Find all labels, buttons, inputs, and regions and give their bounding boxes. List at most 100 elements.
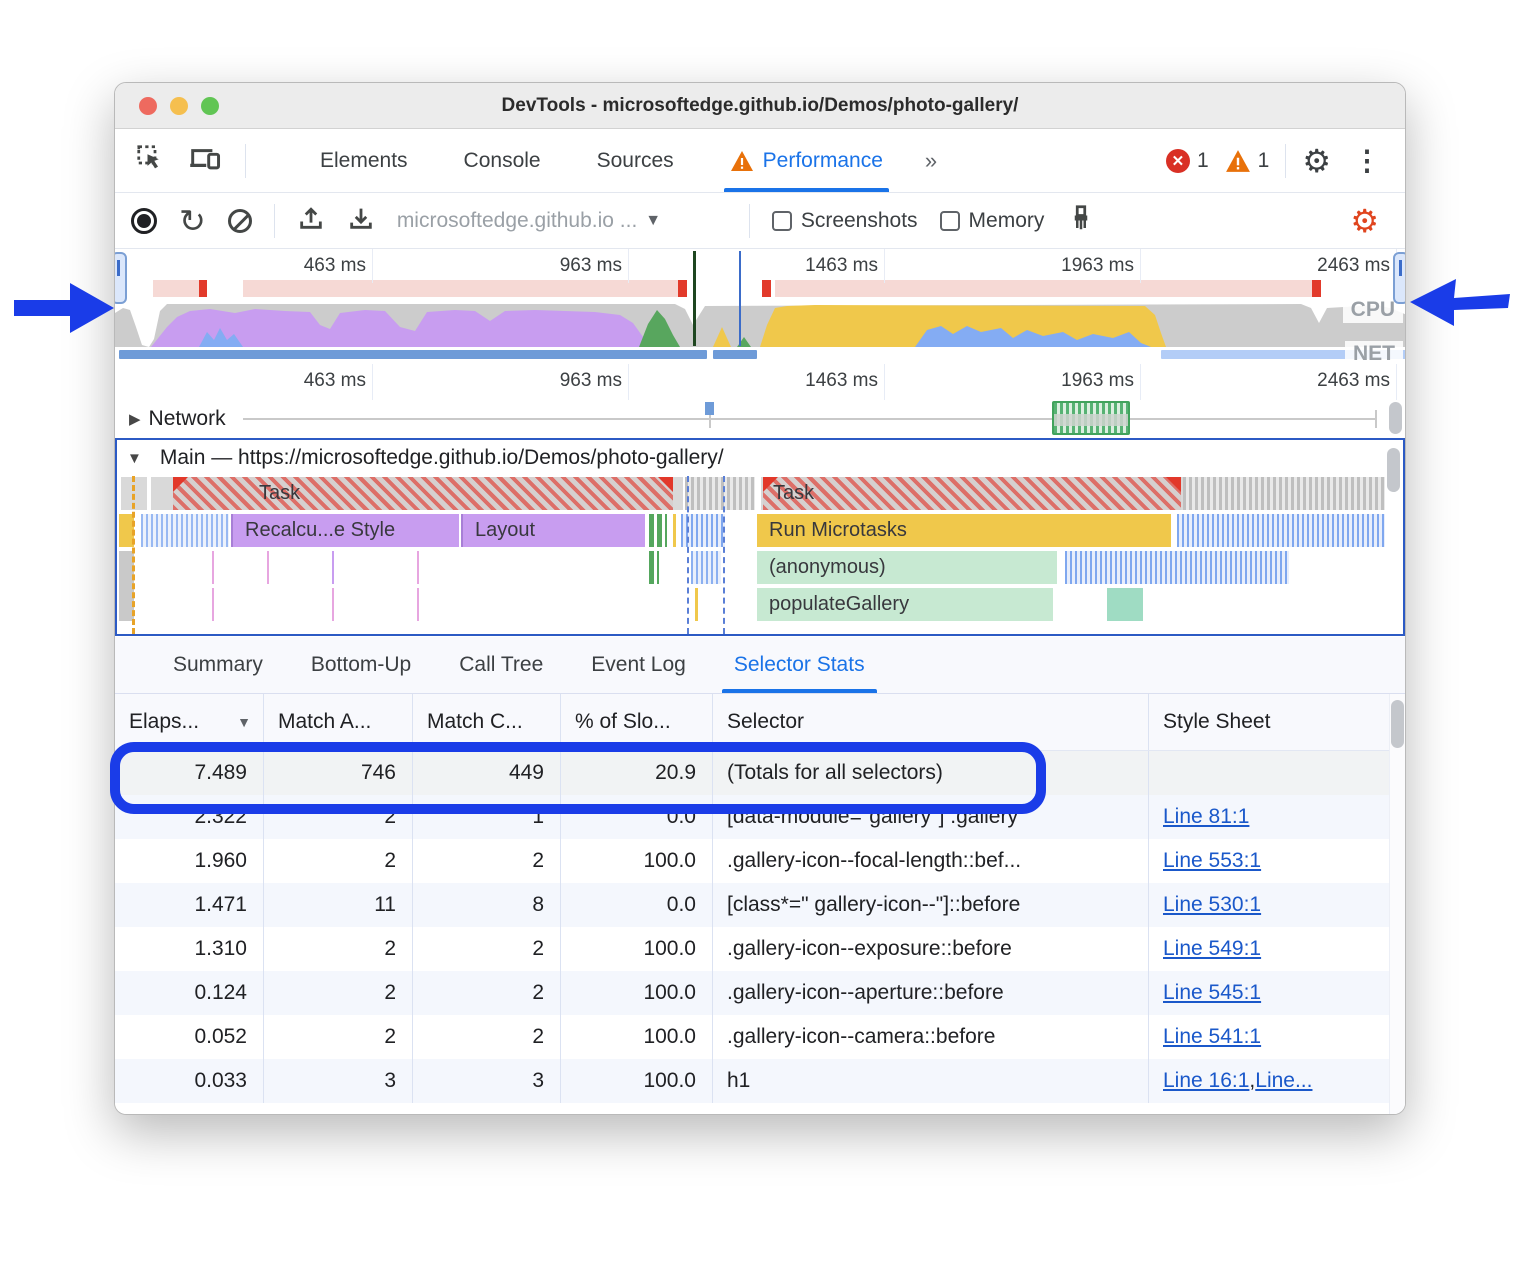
main-thread-track[interactable]: ▼ Main — https://microsoftedge.github.io… xyxy=(115,438,1405,636)
inspect-element-icon[interactable] xyxy=(135,143,165,178)
selection-line xyxy=(687,476,689,634)
minimize-window-button[interactable] xyxy=(170,97,188,115)
timeline-overview[interactable]: CPU NET 463 ms 963 ms 1463 ms 1963 ms 2463 m… xyxy=(115,249,1405,364)
network-track-header[interactable]: ▶ Network xyxy=(129,407,226,431)
tab-summary[interactable]: Summary xyxy=(173,653,263,676)
style-sheet-link[interactable]: Line... xyxy=(1255,1069,1313,1092)
table-row[interactable]: 0.124 2 2 100.0 .gallery-icon--aperture::bef… xyxy=(115,971,1391,1015)
style-sheet-link[interactable]: Line 541:1 xyxy=(1163,1025,1262,1048)
device-toolbar-icon[interactable] xyxy=(189,143,221,178)
record-button[interactable] xyxy=(131,207,157,234)
script-bar[interactable] xyxy=(1107,588,1143,621)
table-row[interactable]: 1.960 2 2 100.0 .gallery-icon--focal-length:… xyxy=(115,839,1391,883)
close-window-button[interactable] xyxy=(139,97,157,115)
vertical-scrollbar-thumb[interactable] xyxy=(1391,700,1404,748)
tab-elements[interactable]: Elements xyxy=(292,129,436,192)
micro-events-cluster xyxy=(1177,514,1385,547)
populate-gallery-bar[interactable]: populateGallery xyxy=(757,588,1053,621)
anonymous-function-bar[interactable]: (anonymous) xyxy=(757,551,1057,584)
style-sheet-link[interactable]: Line 16:1 xyxy=(1163,1069,1250,1092)
tab-selector-stats[interactable]: Selector Stats xyxy=(710,637,889,693)
table-row[interactable]: 1.310 2 2 100.0 .gallery-icon--exposure::bef… xyxy=(115,927,1391,971)
history-select[interactable]: microsoftedge.github.io ... ▼ xyxy=(397,209,727,233)
column-header-match-a[interactable]: Match A... xyxy=(264,694,413,750)
warning-icon xyxy=(1225,149,1250,172)
tab-label: Elements xyxy=(320,148,408,172)
pct-slow-cell: 20.9 xyxy=(561,751,713,795)
memory-checkbox[interactable]: Memory xyxy=(939,209,1044,233)
column-header-elaps[interactable]: Elaps... ▼ xyxy=(115,694,264,750)
capture-settings-gear-icon[interactable]: ⚙ xyxy=(1350,202,1379,239)
toolbar-divider xyxy=(748,203,750,238)
checkbox-icon xyxy=(939,210,960,231)
tab-call-tree[interactable]: Call Tree xyxy=(459,653,544,676)
column-header-style-sheet[interactable]: Style Sheet xyxy=(1149,694,1391,750)
elapsed-cell: 0.052 xyxy=(115,1015,264,1059)
tab-bottom-up[interactable]: Bottom-Up xyxy=(310,653,412,676)
table-scrollbar[interactable] xyxy=(1389,694,1405,1114)
table-row[interactable]: 1.471 11 8 0.0 [class*=" gallery-icon--"]::b… xyxy=(115,883,1391,927)
style-sheet-link[interactable]: Line 545:1 xyxy=(1163,981,1262,1004)
window-titlebar: DevTools - microsoftedge.github.io/Demos… xyxy=(115,83,1405,129)
vertical-scrollbar-thumb[interactable] xyxy=(1387,448,1400,492)
ruler-tick xyxy=(372,249,373,283)
tab-label: Console xyxy=(463,148,541,172)
tab-console[interactable]: Console xyxy=(436,129,569,192)
collect-garbage-icon[interactable] xyxy=(1066,203,1096,238)
network-track[interactable]: ▶ Network xyxy=(115,400,1405,438)
flame-chart[interactable]: Task Task Recalcu.. xyxy=(117,476,1403,634)
net-activity-bar xyxy=(119,350,707,359)
vertical-scrollbar-thumb[interactable] xyxy=(1389,402,1402,434)
overview-right-drag-handle[interactable] xyxy=(1393,252,1405,304)
overview-task-strip xyxy=(243,280,686,297)
style-sheet-link[interactable]: Line 530:1 xyxy=(1163,893,1262,916)
network-track-label: Network xyxy=(148,407,226,430)
style-sheet-link[interactable]: Line 81:1 xyxy=(1163,805,1250,828)
column-header-selector[interactable]: Selector xyxy=(713,694,1149,750)
load-profile-icon[interactable] xyxy=(297,204,325,237)
style-sheet-link[interactable]: Line 553:1 xyxy=(1163,849,1262,872)
style-sheet-cell: Line 81:1 xyxy=(1149,795,1391,839)
customize-menu-icon[interactable]: ⋮ xyxy=(1353,145,1381,176)
column-header-match-c[interactable]: Match C... xyxy=(413,694,561,750)
task-bar[interactable]: Task xyxy=(151,477,683,510)
grid-header: Elaps... ▼ Match A... Match C... % of Slo...… xyxy=(115,694,1405,751)
ruler-time-label: 463 ms xyxy=(303,255,366,276)
reload-and-record-icon[interactable]: ↻ xyxy=(179,202,206,239)
settings-gear-icon[interactable]: ⚙ xyxy=(1302,142,1331,179)
column-header-of-slo[interactable]: % of Slo... xyxy=(561,694,713,750)
event-tick xyxy=(417,551,419,584)
overview-left-drag-handle[interactable] xyxy=(115,252,127,304)
recalculate-style-bar[interactable]: Recalcu...e Style xyxy=(231,514,459,547)
small-tasks-cluster[interactable] xyxy=(685,477,755,510)
style-sheet-cell: Line 545:1 xyxy=(1149,971,1391,1015)
more-tabs-button[interactable]: » xyxy=(924,147,937,173)
network-requests-cluster[interactable] xyxy=(1052,401,1130,435)
main-track-header[interactable]: ▼ Main — https://microsoftedge.github.io… xyxy=(127,446,724,470)
run-microtasks-bar[interactable]: Run Microtasks xyxy=(757,514,1171,547)
zoom-window-button[interactable] xyxy=(201,97,219,115)
table-row[interactable]: 7.489 746 449 20.9 (Totals for all selectors… xyxy=(115,751,1391,795)
match-count-cell: 449 xyxy=(413,751,561,795)
tab-event-log[interactable]: Event Log xyxy=(591,653,686,676)
cpu-overview-chart xyxy=(115,304,1405,347)
table-row[interactable]: 0.033 3 3 100.0 h1 Line 16:1 , Line... xyxy=(115,1059,1391,1103)
timeline-ruler: 463 ms 963 ms 1463 ms 1963 ms 2463 ms xyxy=(115,364,1405,400)
save-profile-icon[interactable] xyxy=(347,204,375,237)
layout-bar[interactable]: Layout xyxy=(461,514,645,547)
chevron-right-icon: ▶ xyxy=(129,411,141,428)
console-warning-badge[interactable]: 1 xyxy=(1225,149,1269,173)
screenshots-checkbox[interactable]: Screenshots xyxy=(771,209,918,233)
clear-recording-icon[interactable] xyxy=(227,208,252,233)
event-tick xyxy=(695,588,698,621)
tab-sources[interactable]: Sources xyxy=(569,129,702,192)
long-task-hatch xyxy=(173,477,673,510)
table-row[interactable]: 0.052 2 2 100.0 .gallery-icon--camera::befor… xyxy=(115,1015,1391,1059)
console-error-badge[interactable]: ✕ 1 xyxy=(1165,148,1209,173)
task-bar[interactable]: Task xyxy=(761,477,1385,510)
tab-performance[interactable]: Performance xyxy=(702,129,911,192)
toolbar-divider xyxy=(245,143,246,178)
style-sheet-link[interactable]: Line 549:1 xyxy=(1163,937,1262,960)
history-select-value: microsoftedge.github.io ... xyxy=(396,208,638,232)
net-activity-bar xyxy=(1161,350,1405,359)
